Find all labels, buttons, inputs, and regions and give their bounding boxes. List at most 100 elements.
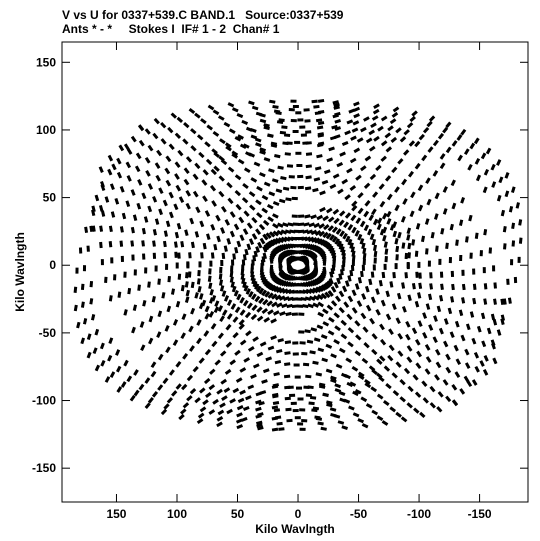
uv-point [237, 397, 245, 404]
uv-point [352, 120, 360, 126]
uv-point [250, 373, 257, 379]
uv-point [243, 284, 249, 292]
uv-point [220, 378, 228, 385]
uv-point [321, 179, 329, 185]
uv-point [304, 119, 311, 123]
uv-point [262, 278, 268, 286]
uv-point [175, 262, 179, 269]
uv-point [94, 194, 100, 202]
uv-point [200, 252, 204, 259]
uv-point [493, 282, 497, 289]
uv-point [174, 251, 178, 258]
uv-point [380, 115, 388, 122]
uv-point [461, 269, 465, 276]
uv-point [291, 312, 298, 316]
uv-point [460, 334, 466, 342]
uv-point [297, 397, 304, 401]
uv-point [287, 267, 294, 275]
uv-point [276, 229, 284, 236]
uv-point [357, 192, 364, 199]
uv-point [275, 302, 283, 308]
uv-point [340, 319, 347, 327]
uv-point [435, 348, 441, 356]
uv-point [333, 134, 341, 139]
uv-point [231, 150, 239, 157]
uv-point [318, 230, 326, 237]
uv-point [351, 127, 359, 133]
uv-point [197, 412, 205, 419]
uv-point [447, 307, 453, 315]
uv-point [317, 421, 324, 426]
uv-point [496, 194, 502, 202]
uv-point [308, 222, 316, 228]
uv-point [349, 157, 357, 164]
uv-point [391, 166, 398, 174]
uv-point [355, 217, 362, 225]
uv-point [99, 225, 104, 232]
uv-point [424, 368, 431, 375]
uv-point [395, 361, 402, 368]
uv-point [298, 330, 305, 334]
uv-point [482, 186, 488, 194]
uv-point [131, 326, 136, 334]
uv-point [258, 297, 265, 304]
uv-point [331, 226, 339, 234]
uv-point [261, 307, 269, 315]
uv-point [291, 196, 298, 201]
uv-point [170, 288, 176, 295]
uv-point [409, 210, 415, 218]
uv-point [320, 426, 327, 431]
uv-point [170, 112, 178, 119]
uv-point [120, 255, 125, 262]
uv-point [89, 280, 94, 288]
uv-point [253, 250, 258, 258]
uv-point [119, 240, 124, 247]
uv-point [330, 286, 337, 293]
uv-point [469, 311, 475, 318]
uv-point [483, 229, 488, 236]
uv-point [363, 224, 370, 232]
uv-point [306, 229, 314, 235]
uv-point [361, 293, 367, 300]
uv-point [221, 290, 227, 297]
uv-point [314, 415, 321, 420]
uv-point [266, 203, 274, 210]
uv-point [316, 125, 324, 130]
uv-point [415, 338, 421, 346]
uv-point [130, 240, 135, 247]
uv-point [305, 288, 313, 295]
uv-point [386, 210, 392, 218]
uv-point [496, 159, 502, 166]
uv-point [268, 283, 274, 291]
uv-point [221, 395, 228, 401]
uv-point [435, 361, 442, 369]
uv-point [168, 211, 174, 219]
uv-point [274, 359, 282, 365]
uv-point [328, 146, 335, 152]
uv-point [317, 311, 325, 318]
uv-point [387, 354, 394, 362]
uv-point [223, 387, 231, 393]
uv-point [322, 215, 329, 222]
uv-point [334, 388, 342, 393]
uv-point [202, 242, 207, 250]
uv-point [292, 352, 299, 356]
uv-point [408, 140, 416, 147]
uv-point [351, 200, 358, 207]
uv-point [305, 374, 312, 379]
uv-point [334, 383, 342, 389]
uv-point [392, 271, 396, 279]
uv-point [290, 185, 297, 190]
uv-point [408, 170, 414, 178]
uv-point [177, 252, 181, 259]
uv-point [175, 184, 182, 192]
uv-point [246, 243, 252, 251]
uv-point [463, 148, 470, 156]
uv-point [100, 359, 106, 367]
uv-point [163, 252, 167, 259]
uv-point [395, 254, 399, 261]
uv-point [371, 348, 378, 356]
uv-point [327, 225, 334, 232]
uv-point [318, 223, 325, 230]
uv-point [78, 247, 83, 254]
